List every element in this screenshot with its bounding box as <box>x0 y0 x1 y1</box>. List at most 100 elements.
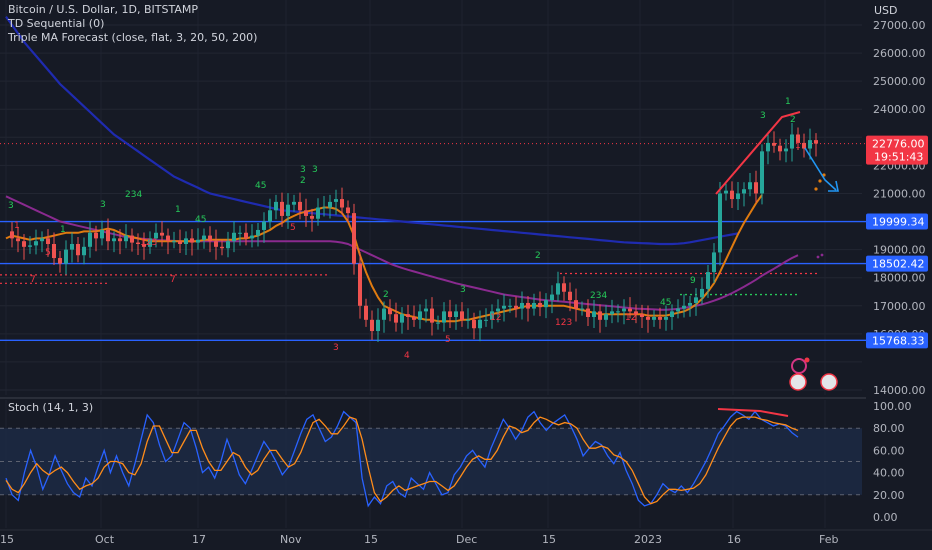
candle-body <box>778 145 782 152</box>
td-count-label: 5 <box>445 335 451 345</box>
candle-body <box>700 288 704 298</box>
candle-body <box>538 302 542 308</box>
countdown-label: 19:51:43 <box>874 151 923 164</box>
time-tick-label: Nov <box>280 533 302 546</box>
candle-body <box>166 235 170 242</box>
candle-body <box>802 142 806 149</box>
td-count-label: 3 <box>100 200 106 210</box>
price-tick-label: 21000.00 <box>873 187 926 200</box>
td-count-label: 1 <box>785 97 791 107</box>
indicator-td-sequential[interactable]: TD Sequential (0) <box>8 17 105 30</box>
td-count-label: 1 <box>60 225 66 235</box>
candle-body <box>730 190 734 200</box>
time-tick-label: Feb <box>819 533 838 546</box>
candle-body <box>298 201 302 211</box>
candle-body <box>382 308 386 320</box>
candle-body <box>202 235 206 240</box>
td-count-label: 1 <box>14 221 20 231</box>
candle-body <box>346 207 350 214</box>
candle-body <box>310 215 314 219</box>
candle-body <box>424 308 428 312</box>
candle-body <box>670 311 674 317</box>
td-count-label: 9 <box>690 276 696 286</box>
candle-body <box>502 305 506 309</box>
candle-body <box>142 244 146 247</box>
candle-body <box>604 314 608 320</box>
time-tick-label: 15 <box>542 533 556 546</box>
candle-body <box>106 229 110 242</box>
ma-forecast-dot <box>816 255 820 259</box>
time-axis <box>0 530 932 550</box>
candle-body <box>358 263 362 306</box>
price-tick-label: 19000.00 <box>873 244 926 257</box>
candle-body <box>760 151 764 194</box>
candle-body <box>652 317 656 320</box>
candle-body <box>328 201 332 208</box>
candle-body <box>646 317 650 320</box>
candle-body <box>232 232 236 242</box>
candle-body <box>610 311 614 315</box>
level-badge <box>866 213 928 230</box>
candle-body <box>64 249 68 264</box>
candle-body <box>10 231 14 239</box>
td-count-label: 123 <box>555 318 572 328</box>
candle-body <box>622 308 626 312</box>
candle-body <box>184 238 188 244</box>
stoch-tick-label: 20.00 <box>873 489 905 502</box>
td-count-label: 4 <box>404 351 410 361</box>
candle-body <box>28 245 32 247</box>
candle-body <box>658 317 662 320</box>
candle-body <box>388 308 392 315</box>
td-count-label: 3 <box>312 165 318 175</box>
level-badge <box>866 255 928 272</box>
candle-body <box>370 319 374 332</box>
candle-body <box>490 311 494 320</box>
td-count-label: 12 <box>625 313 636 323</box>
candle-body <box>262 221 266 230</box>
candle-body <box>316 207 320 219</box>
level-badge <box>866 332 928 349</box>
candle-body <box>550 294 554 301</box>
candle-body <box>16 238 20 242</box>
price-tick-label: 18000.00 <box>873 272 926 285</box>
candle-body <box>322 207 326 209</box>
candle-body <box>178 241 182 244</box>
stoch-title[interactable]: Stoch (14, 1, 3) <box>8 401 94 414</box>
candle-body <box>70 244 74 250</box>
candle-body <box>292 201 296 205</box>
stoch-tick-label: 80.00 <box>873 422 905 435</box>
candle-body <box>196 239 200 243</box>
candle-body <box>574 300 578 309</box>
candle-body <box>100 229 104 239</box>
candle-body <box>40 238 44 242</box>
td-count-label: 2 <box>535 251 541 261</box>
stoch-d-line <box>5 416 799 505</box>
flash-event-icon <box>791 358 807 374</box>
candle-body <box>586 308 590 317</box>
candle-body <box>250 235 254 239</box>
candle-body <box>616 311 620 313</box>
price-tick-label: 14000.00 <box>873 384 926 397</box>
candle-body <box>352 213 356 264</box>
indicator-triple-ma[interactable]: Triple MA Forecast (close, flat, 3, 20, … <box>8 31 258 44</box>
candle-body <box>688 302 692 306</box>
candle-body <box>544 300 548 308</box>
candle-body <box>520 302 524 309</box>
candle-body <box>82 246 86 256</box>
candle-body <box>154 232 158 239</box>
candle-body <box>634 311 638 315</box>
candle-body <box>112 238 116 242</box>
price-axis <box>866 0 932 550</box>
candle-body <box>682 305 686 309</box>
candle-body <box>472 319 476 329</box>
candle-body <box>628 308 632 312</box>
candle-body <box>718 193 722 253</box>
candle-body <box>664 317 668 320</box>
candle-body <box>436 322 440 324</box>
candle-body <box>592 311 596 317</box>
candle-body <box>796 134 800 143</box>
candle-body <box>76 244 80 256</box>
candle-body <box>214 241 218 247</box>
candle-body <box>706 272 710 289</box>
